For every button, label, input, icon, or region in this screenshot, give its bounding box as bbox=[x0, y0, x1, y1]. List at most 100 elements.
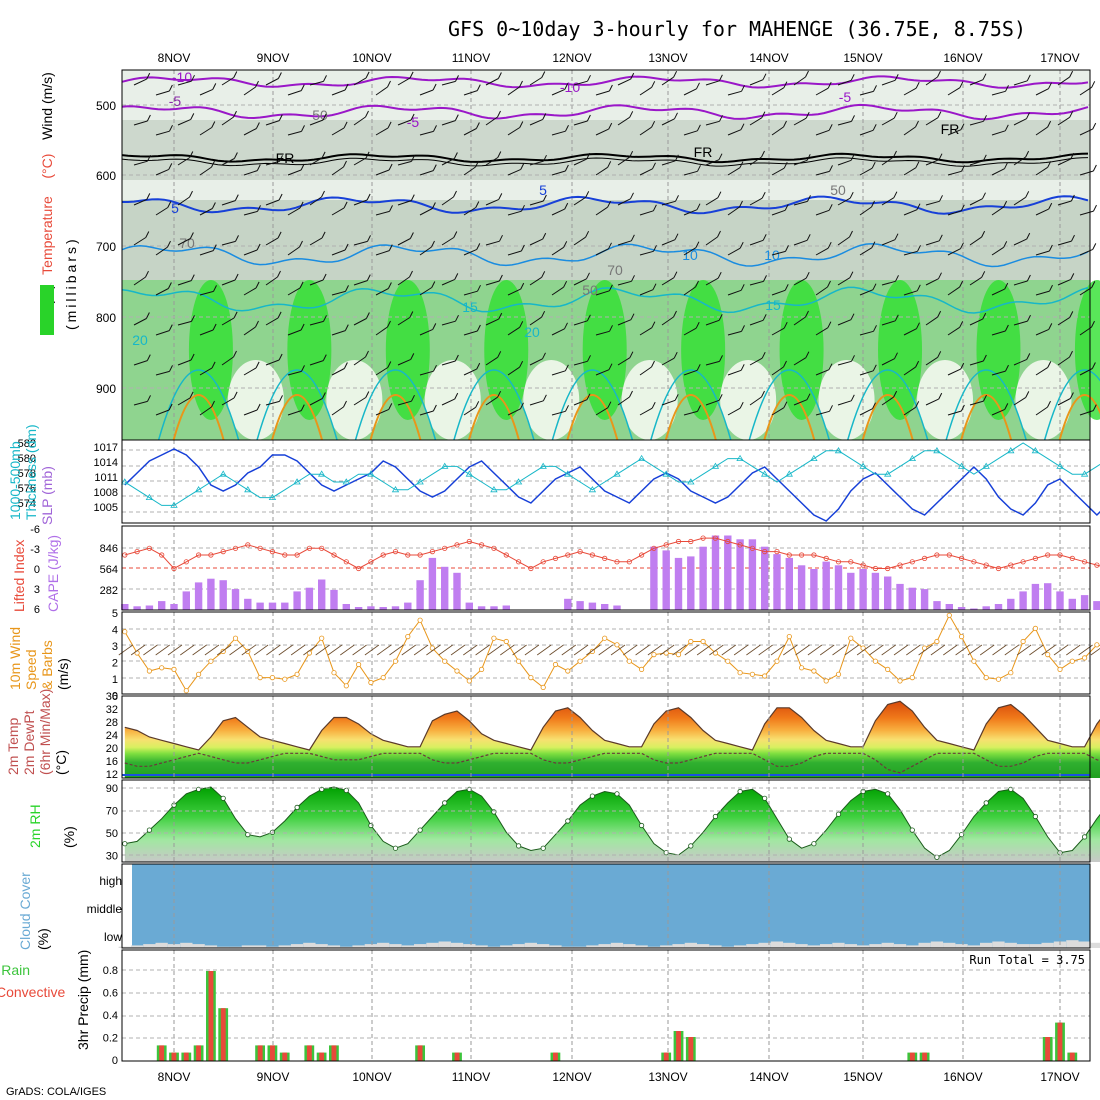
cloud-bar-low bbox=[204, 945, 218, 948]
wind-10m-barb bbox=[758, 644, 773, 656]
cloud-bar-low bbox=[1016, 944, 1030, 948]
wind-barb-flag bbox=[189, 190, 193, 198]
wind-barb-flag bbox=[255, 122, 260, 129]
wind-barb bbox=[705, 197, 719, 206]
rh-marker bbox=[811, 841, 817, 847]
li-marker bbox=[429, 548, 435, 555]
cape-bar bbox=[502, 605, 510, 610]
wind-barb bbox=[727, 369, 742, 376]
li-tick: 6 bbox=[34, 604, 40, 616]
wind-barb-flag bbox=[982, 354, 987, 362]
wind-barb-flag bbox=[233, 152, 238, 159]
wind-barb-flag bbox=[432, 83, 437, 91]
rh-marker bbox=[220, 795, 226, 801]
wind-barb-flag bbox=[960, 123, 965, 130]
wind-barb-flag bbox=[1026, 353, 1031, 360]
cape-bar bbox=[182, 591, 190, 610]
wind-barb-flag bbox=[322, 273, 327, 281]
li-marker bbox=[983, 562, 989, 568]
wind-barb-flag bbox=[739, 401, 744, 409]
cloud-bar-low bbox=[807, 945, 820, 948]
wind-speed-marker bbox=[872, 658, 879, 664]
contour-25-dome bbox=[763, 394, 816, 441]
cape-bar bbox=[145, 605, 154, 610]
cloud-bar-low bbox=[672, 944, 685, 948]
wind-barb-flag bbox=[805, 271, 810, 279]
wind-barb-flag bbox=[1003, 200, 1008, 208]
wind-barb-flag bbox=[915, 401, 920, 408]
wind-barb bbox=[353, 116, 366, 126]
wind-barb-flag bbox=[344, 243, 349, 251]
cloud-bar-low bbox=[943, 942, 956, 948]
wind-barb-flag bbox=[1049, 284, 1053, 292]
cloud-bar-low bbox=[1029, 944, 1042, 948]
thickness-marker bbox=[219, 470, 227, 477]
rh-marker bbox=[688, 843, 694, 849]
wind-barb bbox=[287, 90, 302, 96]
wind-barb-flag bbox=[783, 120, 787, 128]
wind-barb-flag bbox=[255, 361, 260, 369]
wind-barb bbox=[925, 316, 938, 326]
pressure-tick: 500 bbox=[96, 99, 116, 113]
wind-barb-flag bbox=[213, 285, 217, 292]
wind-10m-barb bbox=[401, 644, 417, 656]
wind-barb bbox=[991, 408, 1006, 416]
rh-marker bbox=[392, 845, 399, 851]
upper-ylabel2: (millibars) bbox=[63, 236, 79, 330]
wind-barb bbox=[353, 280, 368, 286]
wind-barb-flag bbox=[959, 280, 964, 288]
wind-barb bbox=[221, 279, 236, 286]
wind-speed-marker bbox=[971, 658, 977, 664]
cloud-bar-low bbox=[254, 945, 267, 948]
wind-barb-flag bbox=[498, 193, 503, 200]
rh-marker bbox=[983, 800, 989, 806]
wind-barb bbox=[155, 90, 170, 96]
wind-barb bbox=[639, 407, 653, 416]
wind-barb bbox=[1035, 126, 1048, 136]
wind-speed-marker bbox=[1020, 638, 1026, 645]
wind-barb bbox=[771, 209, 786, 216]
wind-barb bbox=[397, 119, 412, 126]
wind-barb bbox=[397, 200, 412, 206]
dewpoint-line bbox=[124, 752, 1100, 774]
thickness-marker bbox=[760, 470, 769, 477]
wind-10m-barb bbox=[549, 644, 564, 656]
thickness-tick: 574 bbox=[18, 498, 36, 510]
wind-barb-flag bbox=[454, 114, 459, 121]
wind-barb bbox=[199, 290, 214, 296]
thickness-marker bbox=[145, 493, 154, 500]
wind-barb-flag bbox=[365, 391, 370, 398]
wind-10m-barb bbox=[180, 644, 195, 656]
cape-bar bbox=[650, 546, 658, 610]
li-marker bbox=[675, 538, 682, 545]
wind-barb-flag bbox=[1091, 362, 1096, 369]
wind-barb-flag bbox=[409, 270, 413, 278]
footer-credit: GrADS: COLA/IGES bbox=[6, 1086, 106, 1098]
wind-barb bbox=[749, 117, 763, 126]
wind-barb bbox=[881, 320, 896, 326]
wind-barb bbox=[353, 397, 367, 406]
wind-barb bbox=[221, 397, 235, 406]
precip-convective-bar bbox=[257, 1045, 263, 1061]
wind-barb bbox=[947, 326, 960, 336]
wind-speed-marker bbox=[946, 612, 952, 618]
wind-barb-flag bbox=[807, 195, 811, 202]
wind-barb-flag bbox=[696, 124, 701, 132]
wind-barb-flag bbox=[915, 81, 920, 89]
wind-barb-flag bbox=[827, 81, 832, 89]
wind-barb-flag bbox=[432, 404, 437, 412]
wind-barb bbox=[859, 206, 872, 216]
wind-barb-flag bbox=[497, 110, 501, 118]
li-marker bbox=[159, 552, 165, 558]
bottom-day-label: 11NOV bbox=[452, 1070, 490, 1084]
wind-barb bbox=[815, 247, 829, 256]
wind-barb-flag bbox=[211, 121, 216, 128]
cloud-bar-low bbox=[192, 944, 205, 948]
contour-15 bbox=[121, 286, 1089, 314]
wind-barb bbox=[771, 87, 785, 96]
wind-barb-flag bbox=[894, 233, 899, 240]
wind-barb-flag bbox=[277, 270, 281, 278]
wind-barb bbox=[925, 356, 938, 366]
wind-barb bbox=[617, 116, 630, 126]
wind-barb bbox=[771, 289, 786, 296]
